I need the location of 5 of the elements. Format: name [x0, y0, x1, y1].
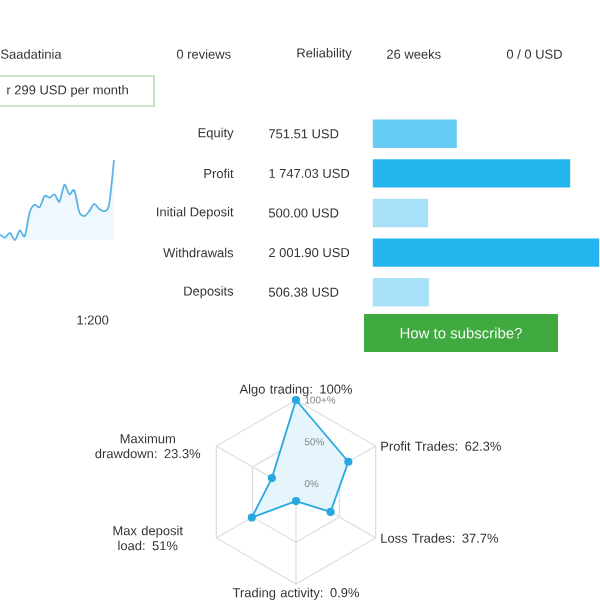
- bar: [371, 197, 430, 229]
- bar: [371, 117, 459, 150]
- bar: [371, 157, 572, 190]
- bar: [371, 236, 600, 269]
- bar: [371, 276, 431, 308]
